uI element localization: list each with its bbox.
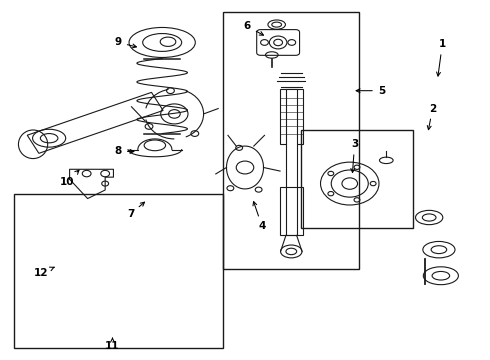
Text: 9: 9 xyxy=(115,37,136,48)
Bar xyxy=(280,187,303,235)
Text: 5: 5 xyxy=(356,86,385,96)
Text: 6: 6 xyxy=(244,21,264,35)
Text: 7: 7 xyxy=(127,202,145,219)
Bar xyxy=(301,130,413,228)
Bar xyxy=(223,12,360,269)
Text: 2: 2 xyxy=(427,104,436,130)
Bar xyxy=(280,89,303,144)
Bar xyxy=(286,89,296,235)
Text: 3: 3 xyxy=(351,139,358,172)
Text: 1: 1 xyxy=(437,39,446,76)
Text: 12: 12 xyxy=(34,267,54,278)
Text: 8: 8 xyxy=(115,147,134,157)
Text: 4: 4 xyxy=(253,202,266,231)
Text: 11: 11 xyxy=(105,338,120,351)
Bar xyxy=(14,194,223,348)
Text: 10: 10 xyxy=(60,170,79,187)
